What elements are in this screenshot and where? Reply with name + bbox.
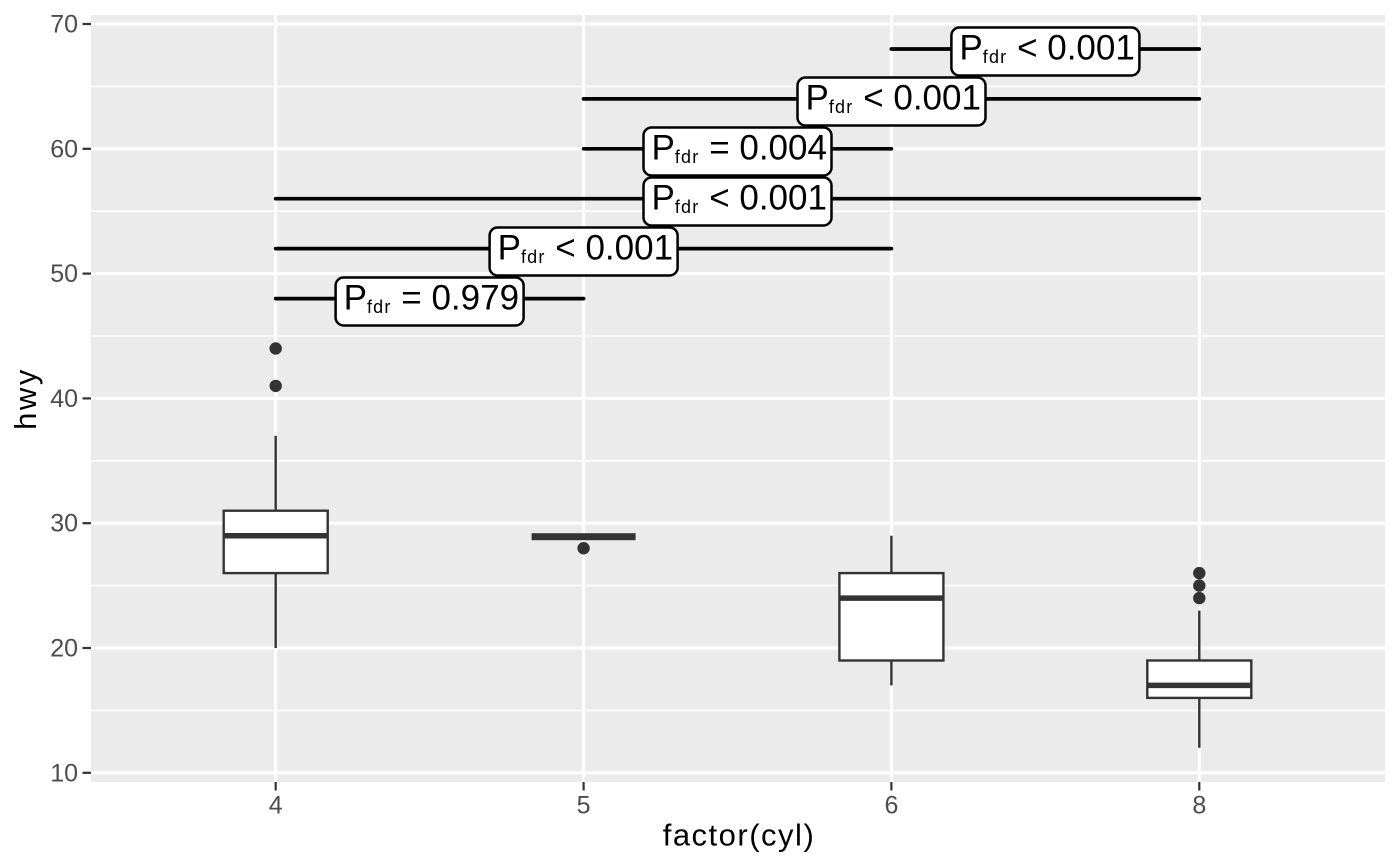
- svg-text:Pfdr < 0.001: Pfdr < 0.001: [806, 79, 981, 118]
- svg-text:50: 50: [50, 260, 78, 288]
- svg-text:hwy: hwy: [8, 367, 43, 430]
- svg-text:10: 10: [50, 759, 78, 787]
- svg-text:6: 6: [884, 792, 898, 820]
- svg-text:Pfdr < 0.001: Pfdr < 0.001: [498, 229, 673, 268]
- svg-text:40: 40: [50, 385, 78, 413]
- svg-text:70: 70: [50, 11, 78, 39]
- svg-text:factor(cyl): factor(cyl): [663, 818, 816, 853]
- svg-text:5: 5: [577, 792, 591, 820]
- svg-text:Pfdr < 0.001: Pfdr < 0.001: [959, 29, 1134, 68]
- svg-text:60: 60: [50, 135, 78, 163]
- svg-text:4: 4: [269, 792, 283, 820]
- svg-text:30: 30: [50, 510, 78, 538]
- svg-text:20: 20: [50, 635, 78, 663]
- svg-text:8: 8: [1192, 792, 1206, 820]
